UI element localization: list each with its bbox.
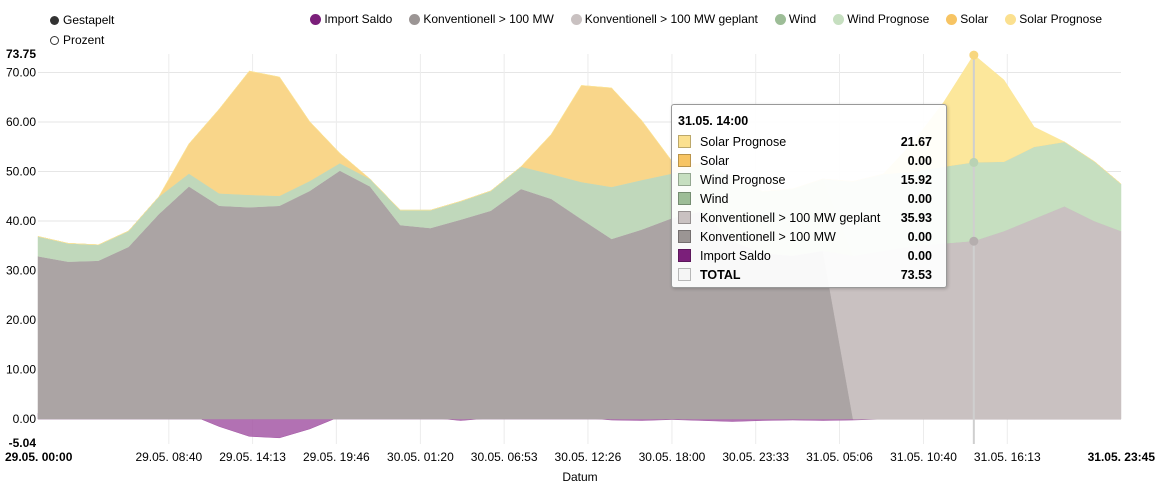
legend-item[interactable]: Solar Prognose	[1005, 12, 1102, 26]
legend-item[interactable]: Import Saldo	[310, 12, 392, 26]
tooltip-label: Wind Prognose	[700, 172, 786, 187]
y-tick-label: 30.00	[6, 264, 36, 278]
x-tick-label: 29.05. 08:40	[135, 450, 202, 464]
legend-item[interactable]: Konventionell > 100 MW	[409, 12, 554, 26]
hover-marker	[969, 50, 979, 60]
tooltip-total-value: 73.53	[900, 267, 932, 282]
x-tick-label: 30.05. 06:53	[471, 450, 538, 464]
tooltip-total-swatch	[678, 268, 691, 281]
tooltip-row: Wind Prognose 15.92	[678, 170, 932, 189]
legend-label: Import Saldo	[324, 12, 393, 26]
hover-marker	[969, 236, 979, 246]
x-tick-label: 31.05. 05:06	[806, 450, 873, 464]
tooltip-row: Solar 0.00	[678, 151, 932, 170]
tooltip-swatch	[678, 211, 691, 224]
x-tick-label: 30.05. 23:33	[722, 450, 789, 464]
legend-item[interactable]: Solar	[946, 12, 988, 26]
tooltip-row: Wind 0.00	[678, 189, 932, 208]
legend-label: Konventionell > 100 MW geplant	[584, 12, 758, 26]
chart-tooltip: 31.05. 14:00 Solar Prognose 21.67 Solar 0.0…	[671, 104, 947, 288]
mode-prozent[interactable]: Prozent	[50, 33, 104, 47]
mode-prozent-label: Prozent	[63, 33, 105, 47]
tooltip-value: 35.93	[900, 210, 932, 225]
radio-unselected-icon[interactable]	[50, 35, 59, 45]
x-tick-label: 30.05. 18:00	[639, 450, 706, 464]
x-axis-title: Datum	[562, 470, 597, 484]
tooltip-swatch	[678, 135, 691, 148]
tooltip-label: Wind	[700, 191, 729, 206]
legend: Import Saldo Konventionell > 100 MW Konven…	[310, 12, 1102, 26]
x-tick-label: 29.05. 19:46	[303, 450, 370, 464]
legend-label: Wind Prognose	[847, 12, 930, 26]
legend-swatch-icon	[1005, 13, 1017, 25]
mode-gestapelt-label: Gestapelt	[63, 13, 115, 27]
tooltip-label: Solar	[700, 153, 730, 168]
tooltip-row: Konventionell > 100 MW geplant 35.93	[678, 208, 932, 227]
legend-swatch-icon	[310, 13, 322, 25]
radio-selected-icon[interactable]	[50, 15, 59, 25]
legend-item[interactable]: Konventionell > 100 MW geplant	[570, 12, 758, 26]
x-tick-label: 30.05. 01:20	[387, 450, 454, 464]
x-axis: 29.05. 08:40 29.05. 14:13 29.05. 19:46 30.0…	[5, 450, 1155, 484]
tooltip-value: 15.92	[900, 172, 932, 187]
legend-swatch-icon	[409, 13, 421, 25]
y-tick-label: 70.00	[6, 66, 36, 80]
y-tick-label: 60.00	[6, 115, 36, 129]
tooltip-label: Import Saldo	[700, 248, 771, 263]
tooltip-row: Solar Prognose 21.67	[678, 132, 932, 151]
tooltip-swatch	[678, 192, 691, 205]
hover-marker	[969, 157, 979, 167]
x-end-label: 31.05. 23:45	[1088, 450, 1156, 464]
tooltip-swatch	[678, 173, 691, 186]
legend-item[interactable]: Wind	[774, 12, 817, 26]
legend-item[interactable]: Wind Prognose	[833, 12, 929, 26]
tooltip-label: Konventionell > 100 MW	[700, 229, 836, 244]
y-min-label: -5.04	[9, 436, 37, 450]
tooltip-value: 21.67	[900, 134, 932, 149]
y-tick-label: 10.00	[6, 363, 36, 377]
tooltip-swatch	[678, 249, 691, 262]
y-tick-label: 0.00	[13, 412, 37, 426]
legend-label: Solar	[960, 12, 989, 26]
legend-label: Solar Prognose	[1019, 12, 1102, 26]
y-max-label: 73.75	[6, 47, 36, 61]
tooltip-label: Konventionell > 100 MW geplant	[700, 210, 881, 225]
legend-label: Wind	[788, 12, 817, 26]
tooltip-value: 0.00	[907, 248, 932, 263]
tooltip-row: Import Saldo 0.00	[678, 246, 932, 265]
y-tick-label: 50.00	[6, 165, 36, 179]
x-start-label: 29.05. 00:00	[5, 450, 73, 464]
x-tick-label: 29.05. 14:13	[219, 450, 286, 464]
tooltip-value: 0.00	[907, 191, 932, 206]
y-tick-label: 40.00	[6, 214, 36, 228]
series-area	[37, 54, 1122, 246]
tooltip-title: 31.05. 14:00	[678, 114, 749, 128]
x-tick-label: 31.05. 10:40	[890, 450, 957, 464]
legend-swatch-icon	[774, 13, 786, 25]
tooltip-value: 0.00	[907, 153, 932, 168]
tooltip-row: Konventionell > 100 MW 0.00	[678, 227, 932, 246]
x-tick-label: 30.05. 12:26	[555, 450, 622, 464]
mode-gestapelt[interactable]: Gestapelt	[50, 13, 114, 27]
tooltip-label: Solar Prognose	[700, 134, 787, 149]
x-tick-label: 31.05. 16:13	[974, 450, 1041, 464]
tooltip-swatch	[678, 230, 691, 243]
legend-swatch-icon	[833, 13, 845, 25]
legend-label: Konventionell > 100 MW	[423, 12, 554, 26]
tooltip-total-label: TOTAL	[700, 267, 741, 282]
tooltip-swatch	[678, 154, 691, 167]
y-tick-label: 20.00	[6, 313, 36, 327]
series-areas	[37, 54, 1122, 439]
tooltip-value: 0.00	[907, 229, 932, 244]
tooltip-total-row: TOTAL 73.53	[678, 265, 932, 284]
legend-swatch-icon	[570, 13, 582, 25]
y-axis: 70.00 60.00 50.00 40.00 30.00 20.00 10.00 0.00 7…	[6, 47, 36, 450]
legend-swatch-icon	[946, 13, 958, 25]
